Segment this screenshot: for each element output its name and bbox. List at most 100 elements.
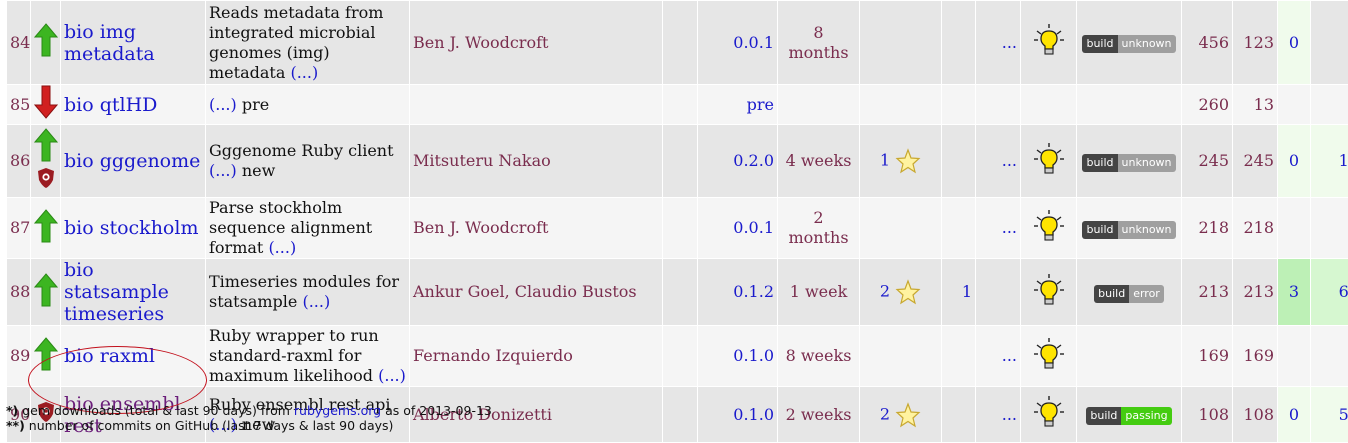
issues-link[interactable]: ... (976, 1, 1021, 85)
stars-cell[interactable]: 1 (860, 125, 942, 198)
forks-count[interactable] (942, 198, 976, 259)
issues-link[interactable] (976, 259, 1021, 326)
star-icon (895, 148, 921, 174)
issues-link[interactable] (976, 85, 1021, 125)
rank: 88 (7, 259, 31, 326)
trend-up-icon (34, 23, 58, 57)
commits-90-days[interactable] (1311, 85, 1348, 125)
description: Gggenome Ruby client (...) new (206, 125, 410, 198)
release-age: 1 week (778, 259, 860, 326)
forks-count[interactable] (942, 125, 976, 198)
rubygems-link[interactable]: rubygems.org (294, 403, 381, 418)
commits-7-days[interactable] (1278, 198, 1311, 259)
gem-name-cell: bio stockholm (61, 198, 206, 259)
idea-bulb-icon (1032, 23, 1066, 57)
gem-name-link[interactable]: bio raxml (64, 345, 155, 367)
forks-count[interactable] (942, 387, 976, 443)
idea-bulb-icon (1032, 273, 1066, 307)
more-link[interactable]: (...) (209, 95, 237, 114)
issues-link[interactable]: ... (976, 387, 1021, 443)
more-link[interactable]: (...) (268, 238, 296, 257)
description-tail: new (242, 161, 275, 180)
downloads-90-days: 123 (1233, 1, 1278, 85)
stars-cell[interactable] (860, 85, 942, 125)
commits-90-days[interactable] (1311, 198, 1348, 259)
issues-link[interactable]: ... (976, 198, 1021, 259)
stars-cell[interactable] (860, 326, 942, 387)
release-age: 2 weeks (778, 387, 860, 443)
commits-90-days[interactable]: 67 (1311, 259, 1348, 326)
version[interactable]: 0.2.0 (698, 125, 778, 198)
idea-cell[interactable] (1021, 85, 1077, 125)
forks-count[interactable] (942, 1, 976, 85)
gem-name-cell: bio raxml (61, 326, 206, 387)
issues-link[interactable]: ... (976, 125, 1021, 198)
idea-bulb-icon (1032, 142, 1066, 176)
build-cell (1077, 85, 1182, 125)
stars-cell[interactable]: 2 (860, 387, 942, 443)
version[interactable]: 0.0.1 (698, 1, 778, 85)
version[interactable]: 0.1.0 (698, 326, 778, 387)
gem-name-link[interactable]: bio img metadata (64, 21, 155, 65)
commits-90-days[interactable]: 0 (1311, 1, 1348, 85)
more-link[interactable]: (...) (290, 63, 318, 82)
version[interactable]: pre (698, 85, 778, 125)
commits-90-days[interactable] (1311, 326, 1348, 387)
version[interactable]: 0.1.0 (698, 387, 778, 443)
authors (410, 85, 663, 125)
forks-count[interactable] (942, 85, 976, 125)
idea-cell[interactable] (1021, 387, 1077, 443)
commits-7-days[interactable]: 0 (1278, 1, 1311, 85)
commits-90-days[interactable]: 13 (1311, 125, 1348, 198)
commits-7-days[interactable]: 0 (1278, 387, 1311, 443)
more-link[interactable]: (...) (302, 292, 330, 311)
trend-cell (31, 259, 61, 326)
downloads-total: 260 (1182, 85, 1233, 125)
release-age: 4 weeks (778, 125, 860, 198)
idea-cell[interactable] (1021, 198, 1077, 259)
trend-up-icon (34, 273, 58, 307)
idea-cell[interactable] (1021, 1, 1077, 85)
gem-name-link[interactable]: bio statsample timeseries (64, 259, 169, 325)
more-link[interactable]: (...) (378, 366, 406, 385)
stars-cell[interactable] (860, 198, 942, 259)
stars-cell[interactable] (860, 1, 942, 85)
downloads-90-days: 13 (1233, 85, 1278, 125)
commits-7-days[interactable]: 3 (1278, 259, 1311, 326)
trend-cell (31, 198, 61, 259)
idea-cell[interactable] (1021, 259, 1077, 326)
commits-90-days[interactable]: 55 (1311, 387, 1348, 443)
commits-7-days[interactable] (1278, 85, 1311, 125)
downloads-90-days: 169 (1233, 326, 1278, 387)
gem-name-link[interactable]: bio stockholm (64, 217, 198, 239)
idea-cell[interactable] (1021, 125, 1077, 198)
gem-name-link[interactable]: bio gggenome (64, 150, 200, 172)
commits-7-days[interactable] (1278, 326, 1311, 387)
trend-cell (31, 326, 61, 387)
stars-count: 2 (880, 282, 890, 301)
more-link[interactable]: (...) (209, 161, 237, 180)
shield-icon (36, 167, 56, 189)
issues-link[interactable]: ... (976, 326, 1021, 387)
version[interactable]: 0.0.1 (698, 198, 778, 259)
version[interactable]: 0.1.2 (698, 259, 778, 326)
commits-7-days[interactable]: 0 (1278, 125, 1311, 198)
idea-cell[interactable] (1021, 326, 1077, 387)
gem-name-link[interactable]: bio qtlHD (64, 94, 157, 116)
trend-up-icon (34, 128, 58, 162)
forks-count[interactable] (942, 326, 976, 387)
forks-count[interactable]: 1 (942, 259, 976, 326)
stars-cell[interactable]: 2 (860, 259, 942, 326)
